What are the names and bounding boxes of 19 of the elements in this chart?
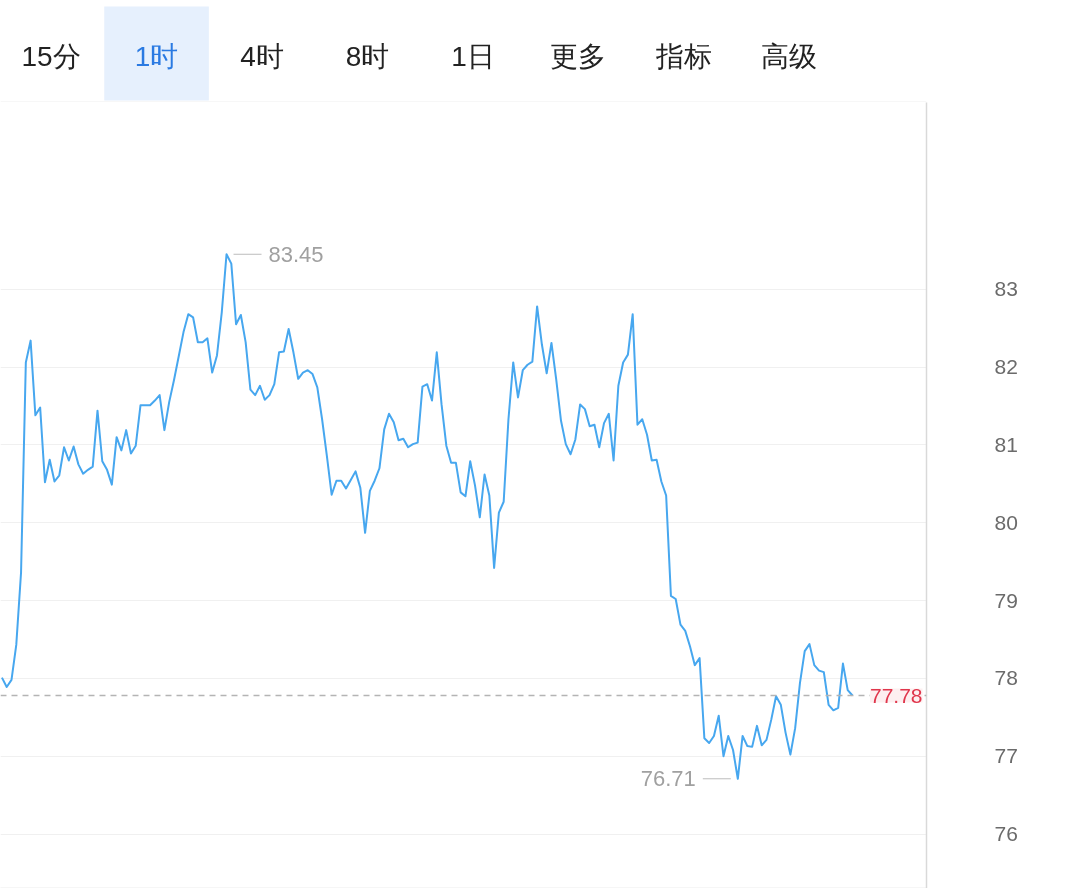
data-label: 76.71 <box>640 766 696 792</box>
text: 1时 <box>134 41 179 72</box>
text: 高级 <box>761 41 818 72</box>
data-label: 83.45 <box>268 241 324 267</box>
ref-line-label: 77.78 <box>869 683 923 707</box>
y-tick-label: 77 <box>994 744 1018 768</box>
text: 指标 <box>654 41 712 72</box>
y-tick-label: 82 <box>994 355 1018 379</box>
y-tick-label: 80 <box>994 510 1018 534</box>
y-tick-label: 76 <box>994 822 1018 846</box>
y-tick-label: 81 <box>994 432 1018 456</box>
y-tick-label: 79 <box>994 588 1018 612</box>
text: 8时 <box>345 41 390 72</box>
text: 4时 <box>240 41 284 72</box>
y-tick-label: 78 <box>994 666 1018 690</box>
text: 15分 <box>21 41 81 72</box>
text: 1日 <box>451 41 495 72</box>
y-tick-label: 83 <box>994 277 1018 301</box>
text: 更多 <box>550 41 607 72</box>
